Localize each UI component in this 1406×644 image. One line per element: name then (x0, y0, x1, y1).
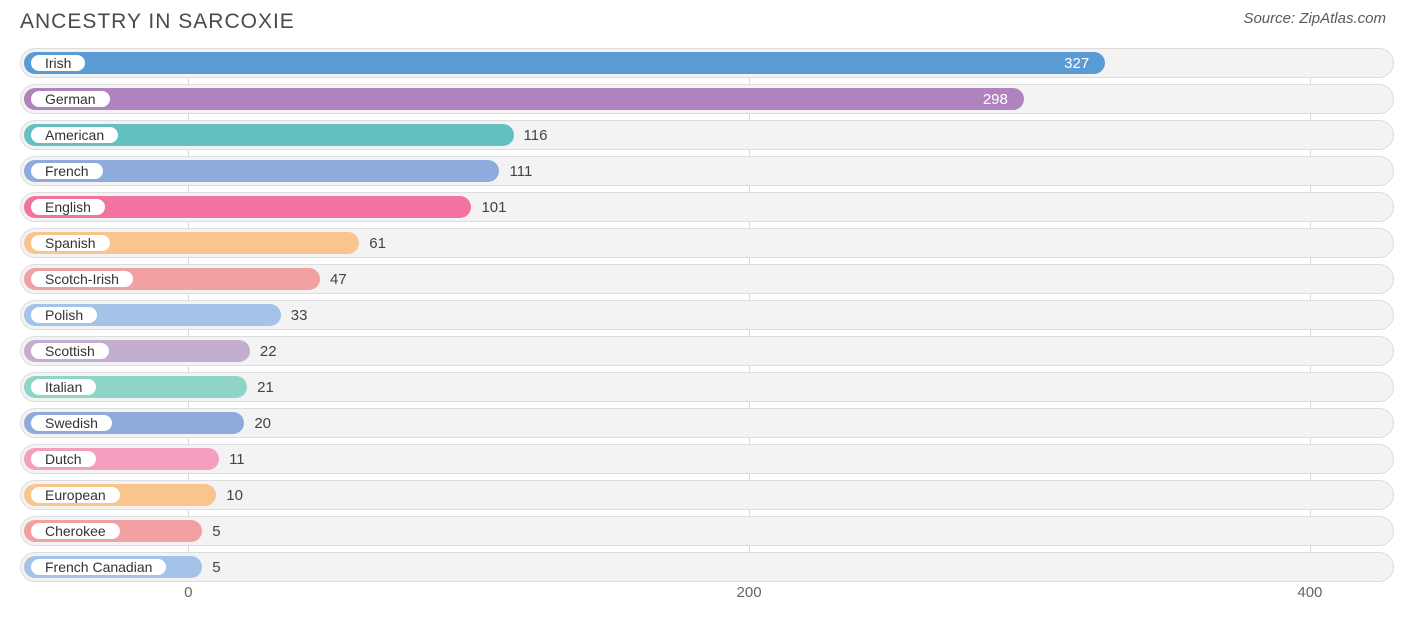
bar-row: French Canadian 5 (20, 552, 1394, 582)
chart-title: ANCESTRY IN SARCOXIE (20, 10, 295, 34)
axis-tick: 200 (737, 584, 762, 601)
bar-row: German298 (20, 84, 1394, 114)
bar-row: Scotch-Irish 47 (20, 264, 1394, 294)
bar-value: 20 (244, 408, 271, 438)
bar-row: Italian 21 (20, 372, 1394, 402)
category-pill: Spanish (30, 234, 111, 252)
header: ANCESTRY IN SARCOXIE Source: ZipAtlas.co… (20, 10, 1394, 34)
bar-track (20, 552, 1394, 582)
x-axis: 0 200 400 (20, 584, 1394, 608)
bar-row: Scottish 22 (20, 336, 1394, 366)
bar-row: English 101 (20, 192, 1394, 222)
plot: Irish327 German298 American 116 French 111 Eng… (20, 48, 1394, 582)
category-pill: Cherokee (30, 522, 121, 540)
bar-value: 47 (320, 264, 347, 294)
axis-tick: 0 (184, 584, 192, 601)
bar-value: 61 (359, 228, 386, 258)
bar-value: 327 (20, 48, 1105, 78)
category-pill: Polish (30, 306, 98, 324)
bar-value: 101 (471, 192, 506, 222)
bar-row: American 116 (20, 120, 1394, 150)
bar-value: 5 (202, 516, 220, 546)
category-pill: Swedish (30, 414, 113, 432)
bar-track (20, 516, 1394, 546)
bar-value: 21 (247, 372, 274, 402)
bar-value: 22 (250, 336, 277, 366)
category-pill: French (30, 162, 104, 180)
axis-tick: 400 (1297, 584, 1322, 601)
category-pill: English (30, 198, 106, 216)
source-label: Source: ZipAtlas.com (1243, 10, 1394, 27)
category-pill: American (30, 126, 119, 144)
category-pill: Scotch-Irish (30, 270, 134, 288)
bar-value: 5 (202, 552, 220, 582)
chart-container: ANCESTRY IN SARCOXIE Source: ZipAtlas.co… (0, 0, 1406, 628)
bar-value: 10 (216, 480, 243, 510)
bar-row: Polish 33 (20, 300, 1394, 330)
category-pill: Dutch (30, 450, 97, 468)
category-pill: Scottish (30, 342, 110, 360)
bar-value: 11 (219, 444, 245, 474)
bar-value: 116 (514, 120, 548, 150)
bar-row: French 111 (20, 156, 1394, 186)
bars-layer: Irish327 German298 American 116 French 111 Eng… (20, 48, 1394, 582)
bar-row: Dutch 11 (20, 444, 1394, 474)
bar-row: Spanish 61 (20, 228, 1394, 258)
bar-row: Swedish 20 (20, 408, 1394, 438)
bar-value: 111 (499, 156, 532, 186)
bar-row: Irish327 (20, 48, 1394, 78)
bar-value: 33 (281, 300, 308, 330)
category-pill: Italian (30, 378, 97, 396)
chart-area: Irish327 German298 American 116 French 111 Eng… (20, 48, 1394, 608)
category-pill: European (30, 486, 121, 504)
bar-row: Cherokee 5 (20, 516, 1394, 546)
category-pill: French Canadian (30, 558, 167, 576)
bar-row: European 10 (20, 480, 1394, 510)
bar-value: 298 (20, 84, 1024, 114)
